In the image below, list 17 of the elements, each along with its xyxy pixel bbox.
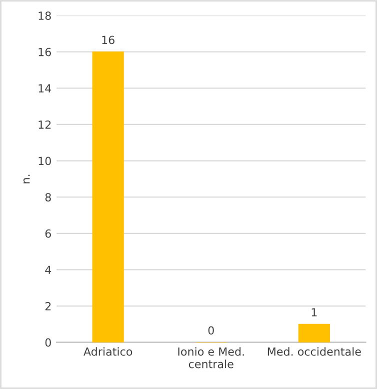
y-tick-label: 4 xyxy=(45,266,52,274)
data-label: 1 xyxy=(312,308,317,316)
y-axis-title: n. xyxy=(23,174,30,184)
y-tick-label: 16 xyxy=(38,48,51,56)
y-tick-label: 6 xyxy=(45,229,51,238)
x-tick-label: Adriatico xyxy=(84,347,132,356)
x-tick-label: Ionio e Med. centrale xyxy=(178,347,244,368)
y-tick-label: 12 xyxy=(38,120,51,129)
y-tick-label: 10 xyxy=(38,156,51,166)
data-label: 16 xyxy=(102,36,114,44)
y-tick-label: 14 xyxy=(38,84,52,92)
y-tick-label: 2 xyxy=(45,302,51,310)
y-tick-label: 0 xyxy=(45,338,51,347)
y-tick-label: 18 xyxy=(38,12,51,20)
x-tick-label: Med. occidentale xyxy=(268,347,361,356)
data-label: 0 xyxy=(208,326,214,335)
y-tick-label: 8 xyxy=(45,193,51,202)
